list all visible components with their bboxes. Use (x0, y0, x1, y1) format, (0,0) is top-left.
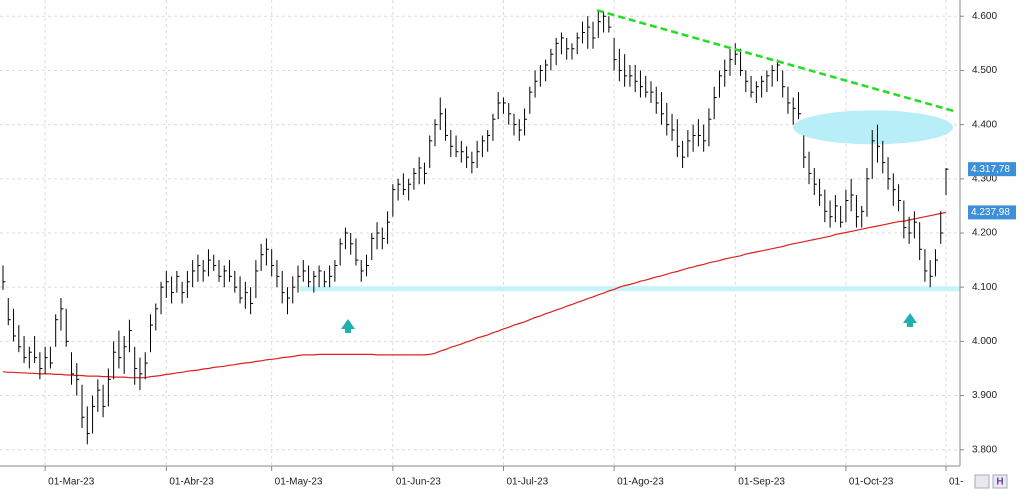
y-tick-label: 4.200 (972, 228, 997, 239)
tool-button[interactable] (992, 474, 1008, 489)
x-tick-label: 01-Abr-23 (169, 477, 214, 488)
y-tick-label: 4.300 (972, 173, 997, 184)
moving-average (2, 211, 947, 379)
x-tick-label: 01- (949, 477, 963, 488)
x-tick-label: 01-Jul-23 (506, 477, 548, 488)
last-value-label: 4.317,78 (971, 164, 1010, 175)
x-tick-label: 01-Mar-23 (48, 477, 95, 488)
last-value-label: 4.237,98 (971, 207, 1010, 218)
y-tick-label: 4.100 (972, 282, 997, 293)
y-tick-label: 4.500 (972, 65, 997, 76)
last-value-box (968, 205, 1016, 220)
y-tick-label: 4.000 (972, 336, 997, 347)
x-tick-label: 01-Jun-23 (396, 477, 441, 488)
y-tick-label: 4.600 (972, 11, 997, 22)
x-tick-label: 01-May-23 (275, 477, 323, 488)
y-tick-label: 3.800 (972, 444, 997, 455)
trendline (596, 9, 956, 113)
x-tick-label: 01-Sep-23 (738, 477, 785, 488)
arrow-up (341, 319, 355, 333)
last-value-box (968, 162, 1016, 177)
resistance-zone (793, 110, 953, 145)
x-tick-label: 01-Ago-23 (617, 477, 664, 488)
arrow-up (903, 313, 917, 327)
y-tick-label: 3.900 (972, 390, 997, 401)
y-tick-label: 4.400 (972, 119, 997, 130)
x-tick-label: 01-Oct-23 (849, 477, 894, 488)
tool-icon[interactable]: H (996, 477, 1003, 488)
tool-button[interactable] (974, 474, 990, 489)
plot-layer (0, 0, 960, 466)
